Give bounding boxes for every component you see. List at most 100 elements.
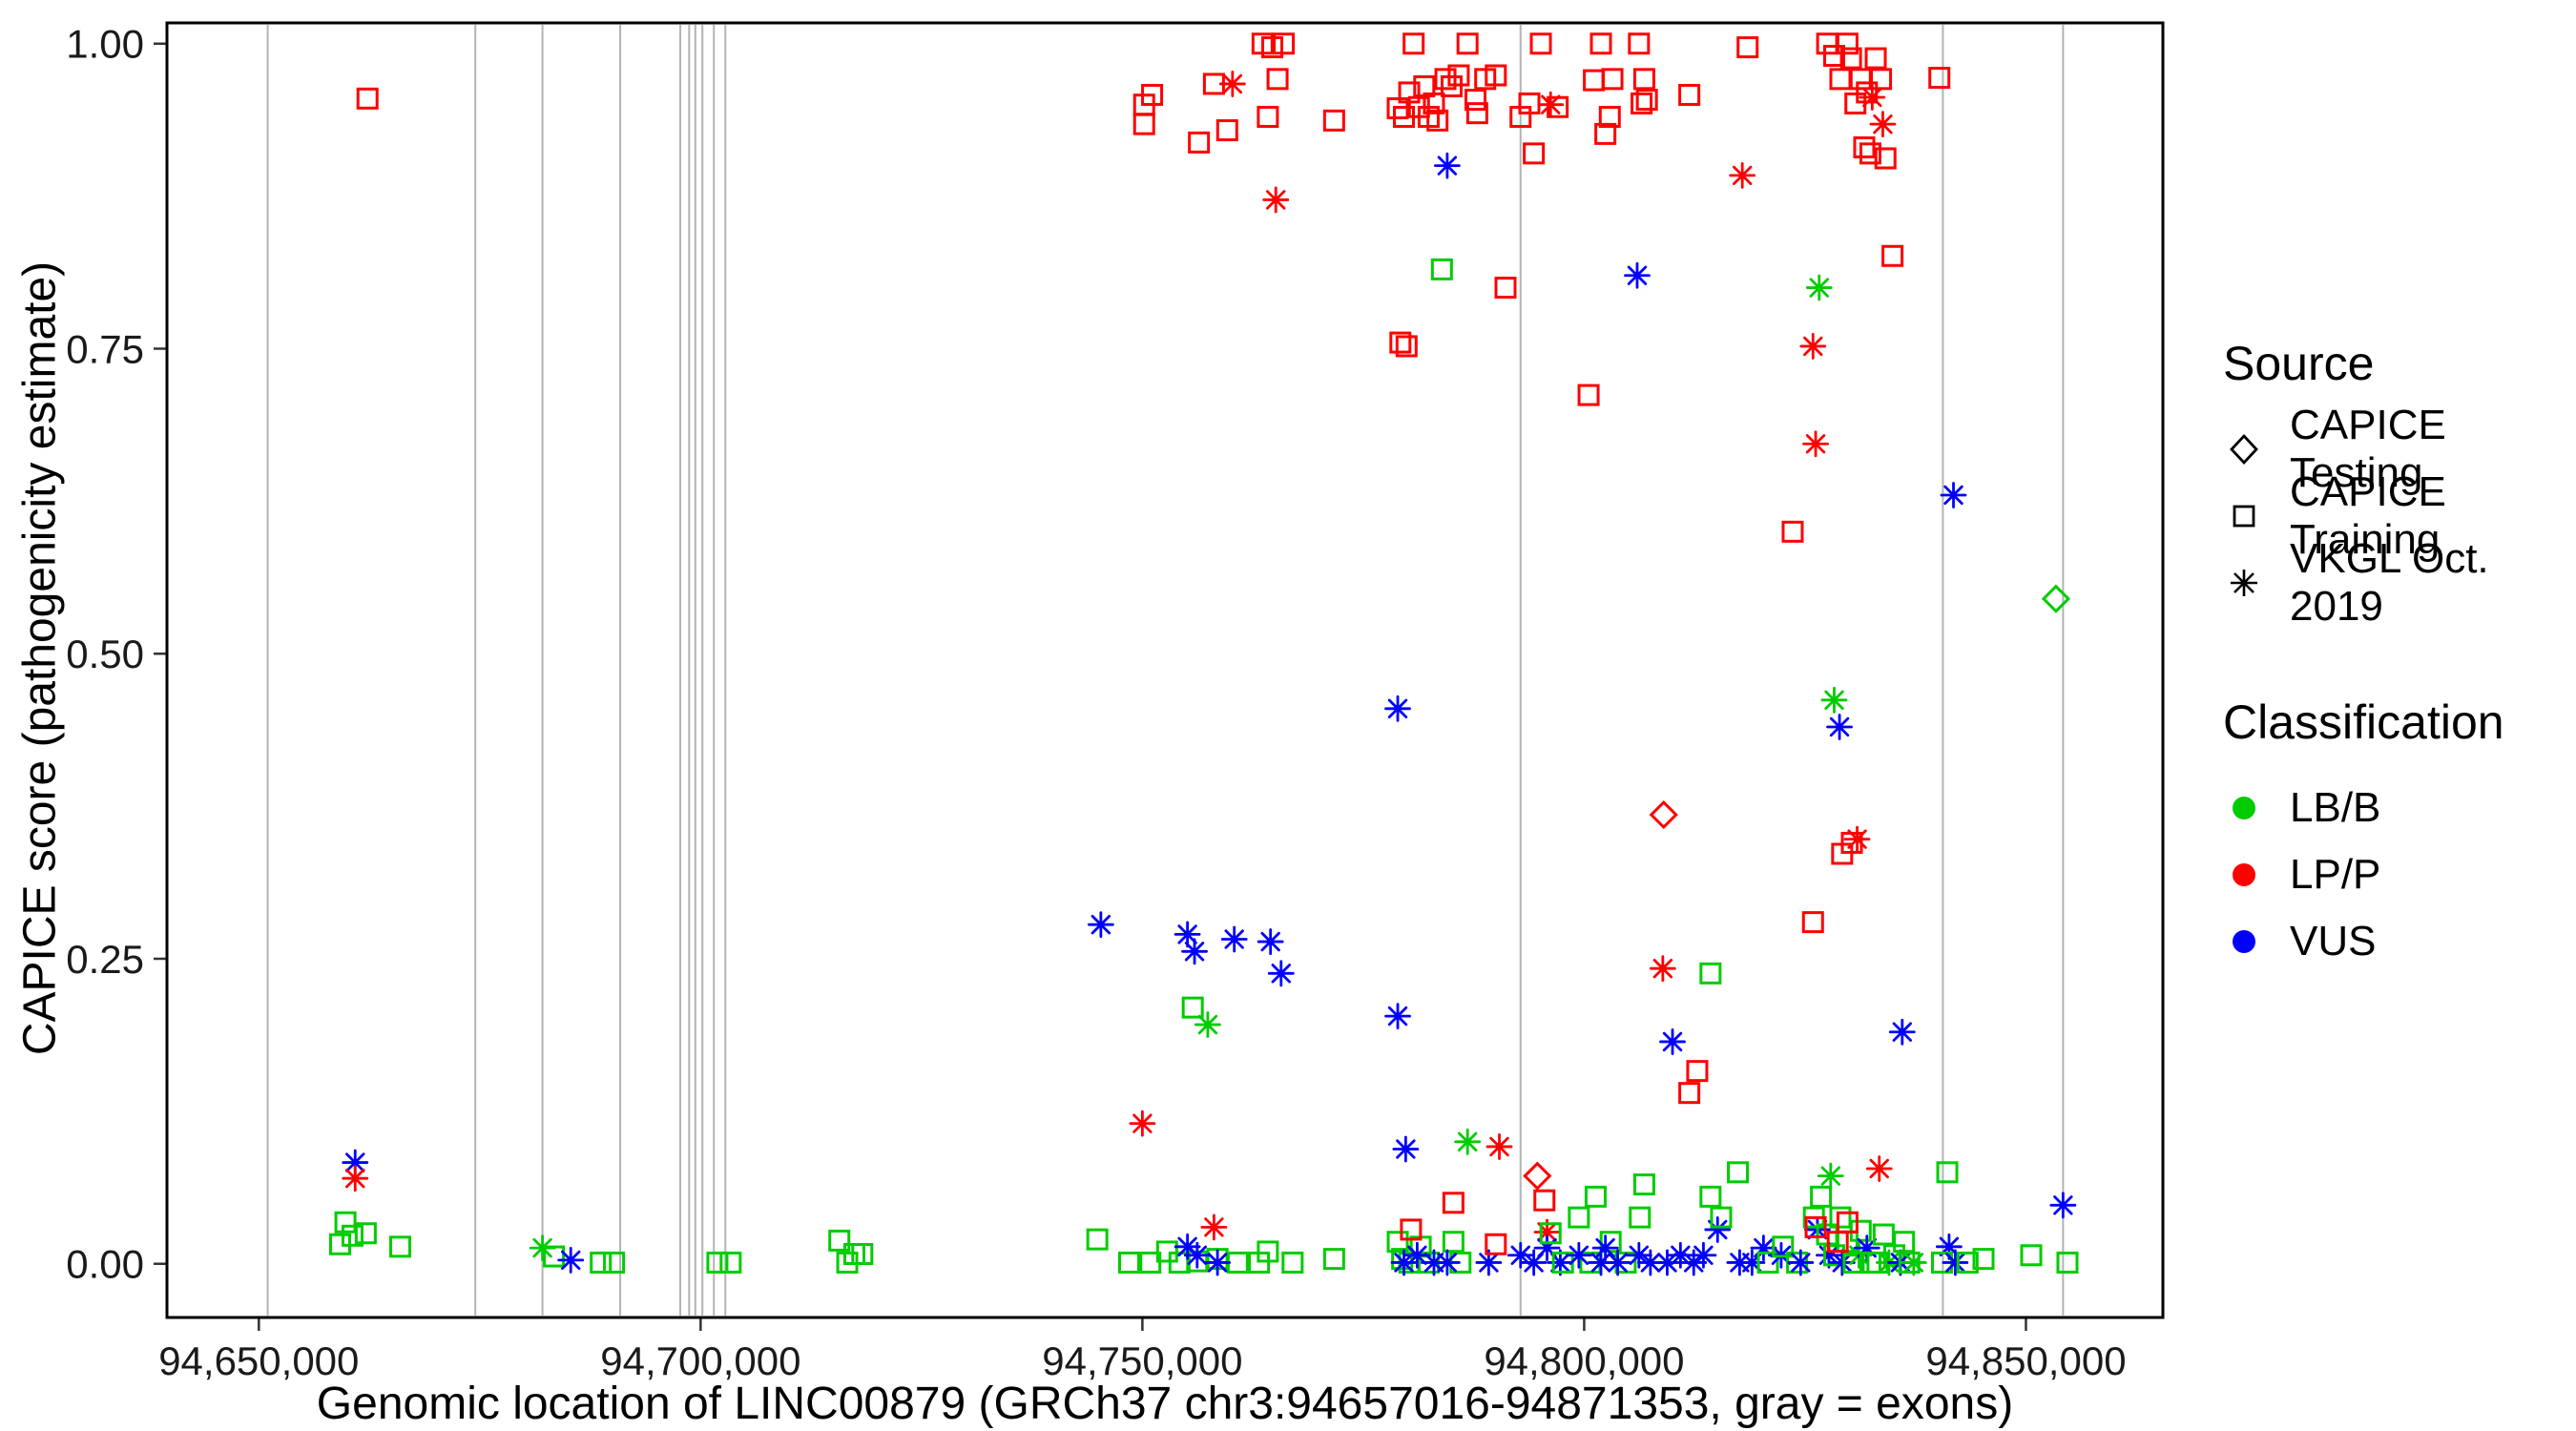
legend-item-lpp: LP/P	[2223, 841, 2576, 908]
data-point-square	[388, 1235, 411, 1258]
data-point-asterisk	[1591, 1234, 1619, 1261]
data-point-asterisk	[1384, 695, 1411, 722]
data-point-square	[1632, 68, 1655, 91]
data-point-square	[1836, 1211, 1859, 1234]
data-point-square	[1589, 32, 1612, 55]
data-point-asterisk	[1547, 1249, 1574, 1276]
data-point-square	[1629, 1206, 1652, 1229]
data-point-square	[1836, 32, 1859, 55]
y-tick-label: 0.50	[66, 632, 144, 676]
data-point-square	[1465, 89, 1487, 112]
data-point-asterisk	[1820, 686, 1848, 714]
legend-classification: Classification LB/B LP/P VUS	[2223, 695, 2576, 975]
data-point-square	[1686, 1060, 1709, 1083]
data-point-square	[1810, 1185, 1833, 1208]
data-point-square	[1441, 75, 1464, 98]
x-tick-label: 94,650,000	[158, 1338, 359, 1383]
data-point-asterisk	[1200, 1213, 1228, 1241]
data-point-square	[1442, 1231, 1465, 1254]
data-point-asterisk	[1738, 1249, 1766, 1276]
data-point-square	[1736, 36, 1759, 59]
data-point-square	[1539, 1222, 1562, 1245]
data-point-asterisk	[1204, 1249, 1231, 1276]
x-tick-label: 94,700,000	[600, 1338, 800, 1383]
data-point-asterisk	[1900, 1249, 1927, 1276]
data-point-square	[1523, 142, 1546, 165]
data-point-asterisk	[2049, 1192, 2077, 1219]
legend-label-lbb: LB/B	[2290, 784, 2381, 831]
y-tick-label: 0.00	[66, 1242, 144, 1287]
data-point-square	[1257, 1240, 1279, 1263]
data-point-asterisk	[1604, 1249, 1631, 1276]
data-point-asterisk	[1533, 1234, 1561, 1261]
data-point-asterisk	[1853, 1234, 1880, 1261]
data-point-asterisk	[1183, 1241, 1211, 1269]
legend-label-capice-testing: CAPICE Testing	[2290, 402, 2446, 496]
data-point-square	[1529, 32, 1552, 55]
data-point-square	[1568, 1206, 1590, 1229]
data-point-square	[356, 87, 379, 110]
data-point-square	[1533, 1189, 1556, 1212]
data-point-square	[1577, 384, 1600, 406]
x-tick-label: 94,800,000	[1484, 1338, 1684, 1383]
data-point-square	[2020, 1244, 2043, 1267]
data-point-asterisk	[1940, 482, 1967, 508]
data-point-square	[1804, 1215, 1827, 1238]
data-point-square	[1117, 1251, 1140, 1274]
data-point-asterisk	[1392, 1135, 1420, 1163]
x-tick-label: 94,850,000	[1925, 1338, 2126, 1383]
data-point-asterisk	[1174, 921, 1201, 948]
data-point-square	[1386, 1231, 1409, 1254]
red-dot-icon	[2223, 854, 2265, 896]
data-point-square	[1395, 335, 1418, 358]
data-point-asterisk	[1799, 333, 1827, 360]
data-point-square	[1447, 64, 1470, 87]
data-point-square	[1628, 32, 1651, 55]
data-point-square	[1181, 996, 1204, 1019]
data-point-square	[1859, 142, 1881, 165]
green-dot-icon	[2223, 787, 2265, 829]
data-point-square	[1823, 45, 1846, 68]
legend-label-lpp: LP/P	[2290, 851, 2381, 898]
data-point-square	[706, 1251, 729, 1274]
data-point-asterisk	[1636, 1249, 1664, 1276]
data-point-square	[1215, 119, 1238, 142]
legend-item-vkgl: VKGL Oct. 2019	[2223, 535, 2576, 630]
data-point-square	[1485, 64, 1507, 87]
data-point-square	[1281, 1251, 1304, 1274]
legend: Source CAPICE Testing CAPICE Training VK…	[2223, 336, 2576, 975]
data-point-square	[1139, 1251, 1162, 1274]
data-point-square	[1266, 68, 1289, 91]
data-point-diamond	[1523, 1161, 1552, 1191]
plot-panel-border	[165, 21, 2165, 1319]
data-point-square	[603, 1251, 626, 1274]
data-point-square	[1389, 331, 1412, 354]
data-point-square	[1456, 32, 1479, 55]
data-point-square	[1598, 105, 1621, 128]
plot-panel	[167, 23, 2163, 1317]
data-point-square	[1322, 1248, 1345, 1271]
data-point-asterisk	[1181, 938, 1208, 965]
data-point-asterisk	[1384, 1003, 1411, 1029]
data-point-square	[1699, 1185, 1722, 1208]
data-point-asterisk	[1805, 274, 1833, 301]
data-point-asterisk	[1869, 111, 1897, 138]
data-point-square	[1188, 131, 1211, 154]
data-point-square	[1781, 520, 1804, 543]
data-point-square	[1442, 1192, 1465, 1214]
data-point-square	[1402, 32, 1425, 55]
data-point-square	[354, 1222, 377, 1245]
data-point-asterisk	[1485, 1133, 1513, 1160]
legend-label-vkgl: VKGL Oct. 2019	[2290, 535, 2489, 630]
data-point-asterisk	[1625, 1241, 1652, 1269]
data-point-asterisk	[1649, 955, 1676, 983]
data-point-square	[1430, 258, 1453, 280]
x-tick-label: 94,750,000	[1042, 1338, 1242, 1383]
square-icon	[2223, 495, 2265, 537]
y-axis-title: CAPICE score (pathogenicity estimate)	[14, 260, 66, 1056]
data-point-square	[1086, 1228, 1109, 1251]
data-point-square	[1423, 92, 1445, 114]
data-point-square	[1893, 1231, 1916, 1254]
